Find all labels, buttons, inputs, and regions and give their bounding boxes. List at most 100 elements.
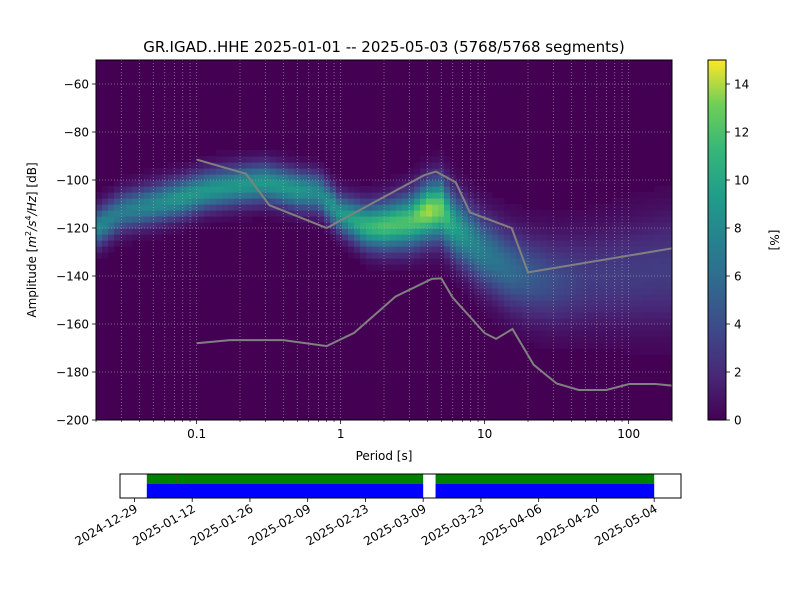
heatmap-cell xyxy=(372,180,379,187)
heatmap-cell xyxy=(396,204,403,211)
heatmap-cell xyxy=(546,276,553,283)
heatmap-cell xyxy=(372,228,379,235)
heatmap-cell xyxy=(426,234,433,241)
heatmap-cell xyxy=(258,156,265,163)
y-axis-label: Amplitude [m2/s4/Hz] [dB] xyxy=(24,162,39,317)
heatmap-cell xyxy=(288,186,295,193)
heatmap-cell xyxy=(180,168,187,175)
heatmap-cell xyxy=(366,210,373,217)
heatmap-cell xyxy=(228,180,235,187)
heatmap-cell xyxy=(348,234,355,241)
heatmap-cell xyxy=(462,288,469,295)
heatmap-cell xyxy=(630,234,637,241)
heatmap-cell xyxy=(198,222,205,229)
heatmap-cell xyxy=(384,186,391,193)
heatmap-cell xyxy=(534,300,541,307)
heatmap-cell xyxy=(612,258,619,265)
heatmap-cell xyxy=(654,258,661,265)
heatmap-cell xyxy=(96,216,103,223)
heatmap-cell xyxy=(450,216,457,223)
heatmap-cell xyxy=(282,192,289,199)
heatmap-cell xyxy=(444,258,451,265)
heatmap-cell xyxy=(498,318,505,325)
heatmap-cell xyxy=(432,264,439,271)
y-tick-label: −180 xyxy=(56,366,89,380)
heatmap-cell xyxy=(648,294,655,301)
heatmap-cell xyxy=(486,270,493,277)
heatmap-cell xyxy=(174,228,181,235)
heatmap-cell xyxy=(522,228,529,235)
heatmap-cell xyxy=(600,216,607,223)
heatmap-cell xyxy=(420,156,427,163)
heatmap-cell xyxy=(156,186,163,193)
heatmap-cell xyxy=(378,246,385,253)
heatmap-cell xyxy=(600,336,607,343)
heatmap-cell xyxy=(636,258,643,265)
heatmap-cell xyxy=(162,216,169,223)
heatmap-cell xyxy=(174,168,181,175)
heatmap-cell xyxy=(570,330,577,337)
heatmap-cell xyxy=(324,222,331,229)
heatmap-cell xyxy=(114,234,121,241)
heatmap-cell xyxy=(660,300,667,307)
heatmap-cell xyxy=(648,210,655,217)
heatmap-cell xyxy=(390,264,397,271)
heatmap-cell xyxy=(588,246,595,253)
heatmap-cell xyxy=(246,204,253,211)
heatmap-cell xyxy=(120,234,127,241)
heatmap-cell xyxy=(354,234,361,241)
heatmap-cell xyxy=(474,240,481,247)
heatmap-cell xyxy=(570,246,577,253)
heatmap-cell xyxy=(666,312,672,319)
heatmap-cell xyxy=(504,252,511,259)
heatmap-cell xyxy=(618,204,625,211)
heatmap-cell xyxy=(348,222,355,229)
timeline-tick-label: 2024-12-29 xyxy=(73,501,140,548)
heatmap-cell xyxy=(162,228,169,235)
heatmap-cell xyxy=(456,234,463,241)
heatmap-cell xyxy=(528,216,535,223)
heatmap-cell xyxy=(648,288,655,295)
heatmap-cell xyxy=(222,210,229,217)
heatmap-cell xyxy=(504,270,511,277)
heatmap-cell xyxy=(144,168,151,175)
heatmap-cell xyxy=(486,210,493,217)
heatmap-cell xyxy=(618,252,625,259)
heatmap-cell xyxy=(534,336,541,343)
heatmap-cell xyxy=(102,204,109,211)
heatmap-cell xyxy=(324,168,331,175)
heatmap-cell xyxy=(378,228,385,235)
heatmap-cell xyxy=(414,252,421,259)
heatmap-cell xyxy=(534,306,541,313)
heatmap-cell xyxy=(528,306,535,313)
heatmap-cell xyxy=(612,210,619,217)
heatmap-cell xyxy=(522,324,529,331)
heatmap-cell xyxy=(270,174,277,181)
heatmap-cell xyxy=(366,246,373,253)
heatmap-cell xyxy=(318,216,325,223)
heatmap-cell xyxy=(192,174,199,181)
heatmap-cell xyxy=(642,276,649,283)
heatmap-cell xyxy=(270,156,277,163)
heatmap-cell xyxy=(654,318,661,325)
heatmap-cell xyxy=(654,264,661,271)
heatmap-cell xyxy=(252,180,259,187)
heatmap-cell xyxy=(186,162,193,169)
heatmap-cell xyxy=(336,216,343,223)
heatmap-cell xyxy=(558,252,565,259)
heatmap-cell xyxy=(114,210,121,217)
heatmap-cell xyxy=(108,228,115,235)
heatmap-cell xyxy=(462,186,469,193)
heatmap-cell xyxy=(552,258,559,265)
heatmap-cell xyxy=(546,270,553,277)
heatmap-cell xyxy=(366,198,373,205)
heatmap-cell xyxy=(384,240,391,247)
heatmap-cell xyxy=(510,240,517,247)
heatmap-cell xyxy=(504,306,511,313)
heatmap-cell xyxy=(336,234,343,241)
heatmap-cell xyxy=(264,192,271,199)
heatmap-cell xyxy=(594,300,601,307)
heatmap-cell xyxy=(666,258,672,265)
heatmap-cell xyxy=(528,234,535,241)
heatmap-cell xyxy=(102,186,109,193)
